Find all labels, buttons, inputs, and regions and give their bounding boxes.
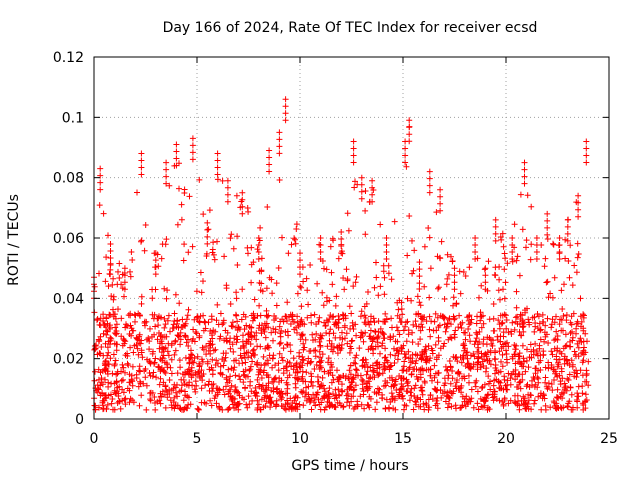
y-tick-label: 0 — [75, 412, 84, 428]
y-tick-label: 0.02 — [53, 352, 84, 368]
x-tick-labels: 0 5 10 15 20 25 — [90, 431, 618, 447]
grid-lines — [94, 57, 609, 419]
y-tick-label: 0.04 — [53, 291, 84, 307]
y-tick-label: 0.08 — [53, 171, 84, 187]
x-tick-label: 15 — [394, 431, 412, 447]
x-tick-label: 0 — [90, 431, 99, 447]
y-tick-label: 0.1 — [62, 110, 84, 126]
plot-frame — [93, 56, 610, 420]
y-tick-labels: 0 0.02 0.04 0.06 0.08 0.1 0.12 — [53, 50, 84, 428]
x-tick-label: 25 — [600, 431, 618, 447]
x-tick-label: 20 — [497, 431, 515, 447]
y-tick-label: 0.06 — [53, 231, 84, 247]
y-tick-label: 0.12 — [53, 50, 84, 66]
y-axis-title: ROTI / TECUs — [6, 194, 22, 286]
x-tick-label: 10 — [291, 431, 309, 447]
data-points — [91, 96, 592, 413]
chart-title: Day 166 of 2024, Rate Of TEC Index for r… — [163, 20, 538, 36]
x-tick-label: 5 — [193, 431, 202, 447]
x-axis-title: GPS time / hours — [291, 458, 408, 474]
axis-ticks — [93, 56, 610, 420]
roti-data-points — [91, 96, 592, 413]
